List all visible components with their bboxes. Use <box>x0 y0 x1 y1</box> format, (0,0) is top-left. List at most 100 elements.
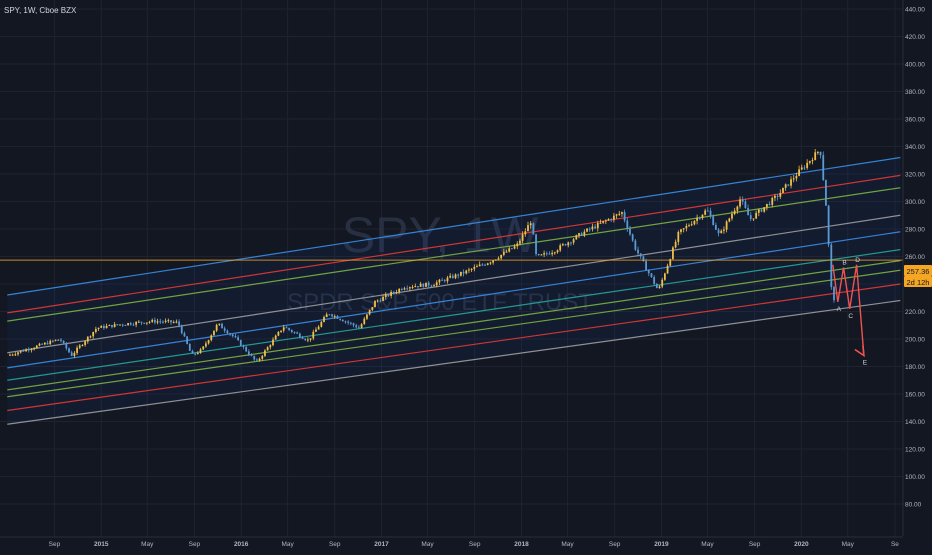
candle-body <box>604 220 607 222</box>
candle-body <box>535 234 537 254</box>
candle-body <box>38 343 41 346</box>
candle-body <box>470 268 473 270</box>
candle-body <box>46 342 49 345</box>
channel-line <box>7 156 901 296</box>
watermark-ticker: SPY, 1W <box>342 207 539 263</box>
candle-body <box>25 349 27 352</box>
candle-body <box>100 325 103 328</box>
candle-body <box>73 352 76 356</box>
candle-body <box>451 275 454 278</box>
candle-body <box>229 333 231 335</box>
candle-body <box>269 345 272 348</box>
y-tick-label: 180.00 <box>905 364 925 371</box>
candle-body <box>256 359 258 361</box>
candle-body <box>717 229 720 234</box>
candle-body <box>398 288 401 293</box>
time-axis[interactable]: Sep 2015 May Sep 2016 May Sep 2017 May Sep 2018 May… <box>49 541 900 548</box>
candle-body <box>33 348 36 350</box>
y-tick-label: 220.00 <box>905 309 925 316</box>
candle-body <box>108 324 111 326</box>
candle-body <box>806 162 809 168</box>
last-price-tag-value: 257.36 <box>907 267 930 276</box>
candle-body <box>698 217 701 219</box>
candle-body <box>792 178 795 180</box>
candle-body <box>800 167 803 170</box>
candle-body <box>288 327 291 330</box>
candle-body <box>626 220 629 229</box>
candles <box>9 148 835 362</box>
candle-body <box>261 355 264 359</box>
x-tick-label: Sep <box>609 541 621 548</box>
countdown-tag-background <box>904 276 932 287</box>
candle-body <box>774 195 776 198</box>
candle-body <box>62 340 65 344</box>
symbol-header[interactable]: SPY, 1W, Cboe BZX <box>4 6 77 15</box>
candle-body <box>113 324 116 328</box>
candle-body <box>521 234 524 241</box>
price-axis[interactable]: 80.00 100.00 120.00 140.00 160.00 180.00 200.0… <box>905 7 925 509</box>
candle-body <box>685 225 688 229</box>
y-tick-label: 80.00 <box>905 502 922 509</box>
candle-body <box>400 288 403 290</box>
candle-body <box>296 332 299 334</box>
candle-body <box>556 250 559 253</box>
candle-body <box>411 286 414 288</box>
candle-body <box>548 253 551 255</box>
candle-body <box>196 352 199 354</box>
elliott-wave-projection[interactable] <box>832 264 865 358</box>
candle-body <box>43 342 46 345</box>
candle-body <box>725 221 728 230</box>
candle-body <box>446 277 449 282</box>
candle-body <box>309 338 312 340</box>
candle-body <box>825 180 827 206</box>
candle-body <box>438 279 441 283</box>
candle-body <box>408 287 411 289</box>
y-tick-label: 420.00 <box>905 34 925 41</box>
channel-line <box>7 260 901 391</box>
candle-body <box>779 192 782 197</box>
candle-body <box>714 225 717 230</box>
candle-body <box>830 244 833 288</box>
candle-body <box>186 336 189 344</box>
candle-body <box>497 258 500 260</box>
candle-body <box>207 340 210 344</box>
candle-body <box>763 207 766 212</box>
candle-body <box>478 264 481 267</box>
candle-body <box>379 300 382 302</box>
candle-body <box>591 226 594 230</box>
candle-body <box>706 210 709 212</box>
candle-body <box>285 327 288 329</box>
candle-body <box>349 322 352 324</box>
candle-body <box>307 339 309 341</box>
candle-body <box>35 345 38 349</box>
candle-body <box>688 225 690 227</box>
candle-body <box>757 209 760 213</box>
candle-body <box>833 287 835 301</box>
candle-body <box>11 354 14 356</box>
candle-body <box>65 343 68 349</box>
candle-body <box>164 320 167 322</box>
candle-body <box>580 233 583 236</box>
candle-body <box>492 260 495 263</box>
x-tick-label: May <box>281 541 294 548</box>
x-tick-label: 2020 <box>794 541 809 548</box>
candle-body <box>92 331 95 337</box>
candle-body <box>54 339 57 341</box>
candle-body <box>669 259 672 266</box>
candle-body <box>52 340 54 342</box>
candle-body <box>425 282 427 287</box>
regression-channel[interactable] <box>7 156 901 425</box>
candle-body <box>661 279 664 287</box>
candle-body <box>167 320 170 322</box>
candle-body <box>274 335 277 340</box>
candle-body <box>376 300 379 302</box>
candle-body <box>559 245 562 251</box>
candle-body <box>588 228 591 230</box>
candle-body <box>210 335 213 341</box>
candle-body <box>481 264 484 266</box>
candle-body <box>457 274 460 276</box>
candle-body <box>360 324 363 328</box>
candle-body <box>129 323 132 325</box>
candle-body <box>798 169 800 176</box>
